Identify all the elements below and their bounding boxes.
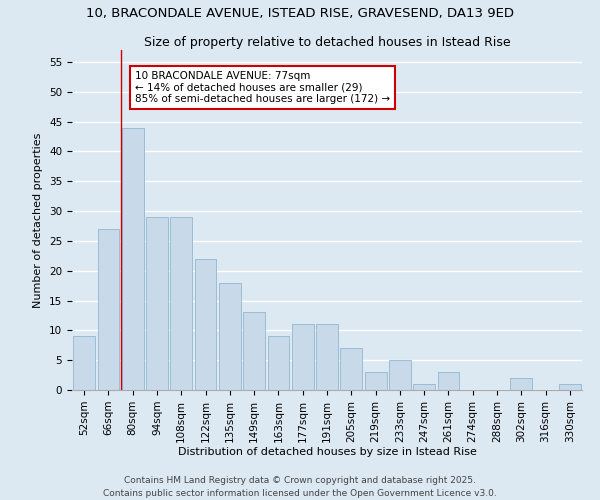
X-axis label: Distribution of detached houses by size in Istead Rise: Distribution of detached houses by size … bbox=[178, 448, 476, 458]
Bar bbox=[194, 259, 217, 390]
Bar bbox=[243, 312, 265, 390]
Bar bbox=[389, 360, 411, 390]
Bar bbox=[268, 336, 289, 390]
Bar bbox=[559, 384, 581, 390]
Bar bbox=[219, 282, 241, 390]
Bar bbox=[97, 229, 119, 390]
Bar bbox=[316, 324, 338, 390]
Bar bbox=[413, 384, 435, 390]
Bar bbox=[437, 372, 460, 390]
Title: Size of property relative to detached houses in Istead Rise: Size of property relative to detached ho… bbox=[143, 36, 511, 49]
Bar bbox=[340, 348, 362, 390]
Bar bbox=[73, 336, 95, 390]
Text: 10 BRACONDALE AVENUE: 77sqm
← 14% of detached houses are smaller (29)
85% of sem: 10 BRACONDALE AVENUE: 77sqm ← 14% of det… bbox=[135, 71, 390, 104]
Bar bbox=[511, 378, 532, 390]
Bar bbox=[122, 128, 143, 390]
Bar bbox=[292, 324, 314, 390]
Text: 10, BRACONDALE AVENUE, ISTEAD RISE, GRAVESEND, DA13 9ED: 10, BRACONDALE AVENUE, ISTEAD RISE, GRAV… bbox=[86, 8, 514, 20]
Y-axis label: Number of detached properties: Number of detached properties bbox=[34, 132, 43, 308]
Bar bbox=[170, 217, 192, 390]
Bar bbox=[146, 217, 168, 390]
Text: Contains HM Land Registry data © Crown copyright and database right 2025.
Contai: Contains HM Land Registry data © Crown c… bbox=[103, 476, 497, 498]
Bar bbox=[365, 372, 386, 390]
